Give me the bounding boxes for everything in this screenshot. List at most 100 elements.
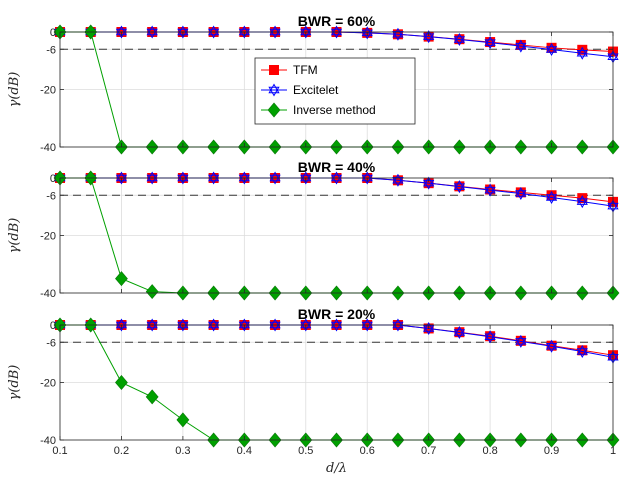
data-point (207, 318, 220, 329)
chart-title: BWR = 20% (298, 306, 376, 322)
data-point (576, 198, 588, 209)
data-point (300, 174, 312, 185)
y-axis-label: γ(dB) (7, 218, 22, 254)
legend-marker (267, 102, 281, 118)
data-point (146, 174, 158, 185)
data-point (392, 173, 404, 184)
x-tick-label: 0.2 (114, 445, 129, 457)
y-axis-label: γ(dB) (7, 72, 22, 108)
y-axis-label: γ(dB) (7, 365, 22, 401)
data-point (577, 193, 588, 204)
data-point (392, 321, 404, 332)
y-tick-label: -6 (46, 190, 56, 202)
data-point (545, 46, 558, 57)
data-point (115, 28, 128, 39)
y-tick-label: 0 (50, 173, 56, 185)
y-tick-label: 0 (50, 27, 56, 39)
data-point (330, 174, 343, 185)
data-point (576, 50, 588, 60)
data-point (484, 39, 496, 50)
data-point (115, 321, 128, 332)
data-point (423, 176, 435, 187)
data-point (300, 321, 312, 332)
data-point (177, 28, 189, 39)
data-point (330, 318, 343, 329)
legend-marker (268, 86, 280, 97)
legend-entry: Excitelet (293, 83, 339, 97)
data-point (207, 321, 220, 332)
panel-1: 0 -6 -20 -40 BWR = 60% γ(dB) TFM Excitelet Inver… (7, 13, 620, 155)
data-point (577, 345, 588, 356)
data-point (145, 284, 159, 300)
data-point (484, 186, 496, 197)
data-point (146, 321, 158, 332)
data-point (576, 46, 588, 57)
panel-2: 0 -6 -20 -40 BWR = 40% γ(dB) (7, 159, 620, 301)
data-point (207, 28, 220, 39)
data-point (207, 171, 220, 182)
data-point (453, 32, 466, 43)
data-point (576, 344, 588, 355)
data-point (577, 44, 588, 55)
data-point (300, 28, 312, 39)
data-point (177, 174, 189, 185)
y-tick-label: -6 (46, 337, 56, 349)
data-point (515, 190, 527, 201)
data-point (392, 318, 404, 329)
data-point (115, 271, 128, 287)
data-point (453, 325, 466, 336)
data-point (392, 31, 404, 41)
chart-title: BWR = 40% (298, 159, 376, 175)
data-point (423, 321, 435, 332)
x-tick-label: 1 (610, 445, 616, 457)
panel-3: 0 -6 -20 -400.1 0.2 0.3 0.4 0.5 0.6 0.7 0.8 0.9 1 BWR… (7, 306, 620, 476)
data-point (145, 389, 159, 405)
data-point (330, 171, 343, 182)
data-point (330, 28, 343, 39)
y-tick-label: -6 (46, 44, 56, 56)
x-axis-label: d/λ (326, 461, 347, 476)
data-point (115, 375, 128, 390)
data-point (146, 171, 158, 182)
data-point (361, 29, 373, 40)
data-point (115, 174, 128, 185)
data-point (269, 321, 281, 332)
data-point (392, 177, 404, 187)
data-point (576, 348, 588, 358)
data-point (545, 343, 558, 353)
data-point (176, 412, 190, 428)
data-point (515, 187, 526, 198)
x-tick-label: 0.9 (544, 445, 559, 457)
x-tick-label: 0.3 (175, 445, 190, 457)
data-point (484, 183, 496, 194)
data-point (515, 187, 527, 197)
y-tick-label: -40 (40, 435, 56, 447)
data-point (453, 329, 466, 339)
data-point (545, 339, 558, 350)
data-point (269, 174, 281, 185)
data-point (484, 330, 496, 341)
data-point (545, 43, 558, 53)
data-point (453, 180, 466, 190)
legend: TFM Excitelet Inverse method (254, 57, 416, 125)
data-point (177, 321, 189, 332)
x-tick-label: 0.6 (360, 445, 375, 457)
data-point (361, 174, 373, 185)
x-tick-label: 0.5 (298, 445, 313, 457)
y-tick-label: -20 (40, 231, 56, 243)
legend-marker (269, 65, 279, 75)
series-inverse-method (53, 317, 620, 448)
x-tick-label: 0.4 (237, 445, 252, 457)
data-point (269, 318, 281, 329)
data-point (484, 333, 496, 344)
data-point (515, 39, 527, 50)
legend-entry: TFM (293, 63, 318, 77)
y-tick-label: -20 (40, 85, 56, 97)
data-point (545, 191, 558, 201)
data-point (269, 28, 281, 39)
data-point (423, 30, 435, 40)
data-point (238, 321, 250, 332)
data-point (453, 183, 466, 194)
x-tick-label: 0.7 (421, 445, 436, 457)
